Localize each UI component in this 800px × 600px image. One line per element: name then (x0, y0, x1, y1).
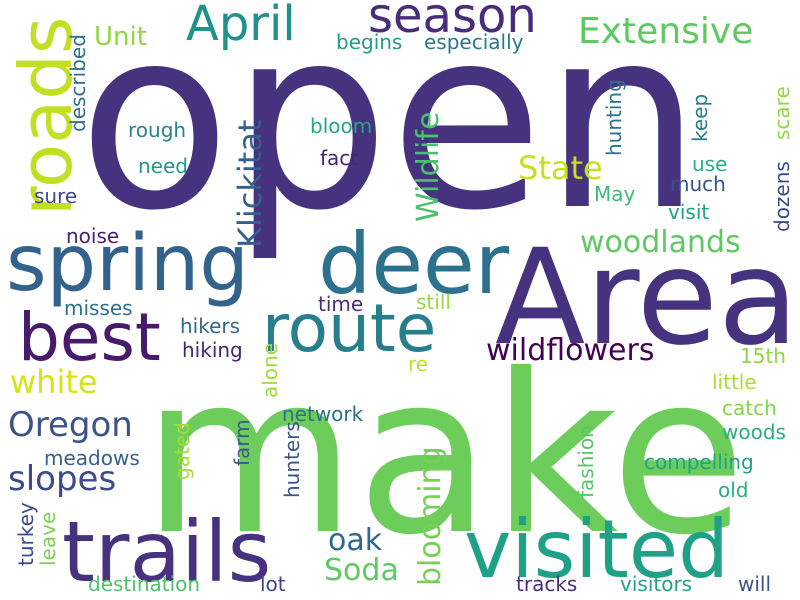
word-fifteenth: 15th (740, 344, 786, 368)
word-little: little (712, 370, 757, 394)
word-fact: fact (320, 146, 359, 170)
word-fashion: fashion (574, 425, 598, 498)
word-open: open (78, 0, 702, 265)
word-trails: trails (62, 503, 272, 600)
word-make: make (142, 327, 747, 583)
word-much: much (670, 172, 726, 196)
word-meadows: meadows (44, 446, 140, 470)
word-scare: scare (770, 86, 794, 140)
word-misses: misses (64, 296, 133, 320)
word-state: State (518, 149, 603, 187)
word-extensive: Extensive (578, 11, 754, 52)
word-area: Area (495, 221, 799, 375)
word-described: described (66, 34, 90, 132)
word-lot: lot (260, 572, 286, 596)
word-network: network (282, 402, 364, 426)
word-season: season (368, 0, 537, 44)
word-use: use (692, 152, 728, 176)
word-tracks: tracks (516, 572, 578, 596)
word-oregon: Oregon (8, 405, 133, 445)
word-bloom: bloom (310, 114, 373, 138)
word-keep: keep (688, 93, 712, 142)
word-best: best (18, 299, 161, 376)
word-visit: visit (668, 200, 710, 224)
word-oak: oak (328, 523, 383, 558)
word-need: need (138, 154, 188, 178)
word-route: route (262, 290, 437, 367)
word-catch: catch (722, 396, 777, 420)
word-turkey: turkey (14, 502, 38, 566)
word-white: white (10, 363, 98, 401)
word-wildlife: Wildlife (411, 111, 446, 222)
word-deer: deer (318, 215, 510, 313)
word-spring: spring (6, 219, 249, 309)
word-sure: sure (34, 184, 78, 208)
word-re: re (408, 352, 429, 376)
word-old: old (718, 478, 749, 502)
word-visited: visited (464, 503, 729, 596)
word-april: April (186, 0, 296, 52)
word-especially: especially (424, 30, 524, 54)
word-hunting: hunting (602, 79, 626, 156)
word-alone: alone (258, 342, 282, 398)
word-destination: destination (88, 572, 201, 596)
word-woodlands: woodlands (580, 225, 741, 260)
word-hikers: hikers (180, 314, 241, 338)
word-compelling: compelling (644, 450, 754, 474)
word-still: still (416, 290, 451, 314)
word-time: time (318, 292, 364, 316)
word-will: will (738, 572, 772, 596)
word-soda: Soda (324, 553, 399, 588)
word-woods: woods (722, 420, 786, 444)
word-slopes: slopes (8, 459, 117, 499)
word-hiking: hiking (182, 338, 243, 362)
word-leave: leave (36, 511, 60, 566)
word-begins: begins (336, 30, 403, 54)
word-dozens: dozens (770, 161, 794, 232)
word-unit: Unit (94, 22, 147, 52)
word-may: May (594, 182, 636, 206)
word-visitors: visitors (620, 572, 693, 596)
word-wildflowers: wildflowers (486, 333, 655, 368)
word-hunters: hunters (280, 421, 304, 498)
word-klickitat: Klickitat (231, 119, 269, 248)
word-farm: farm (230, 419, 254, 466)
word-blooming: blooming (413, 446, 448, 586)
word-noise: noise (66, 224, 120, 248)
word-gated: gated (170, 422, 194, 480)
word-rough: rough (128, 118, 187, 142)
